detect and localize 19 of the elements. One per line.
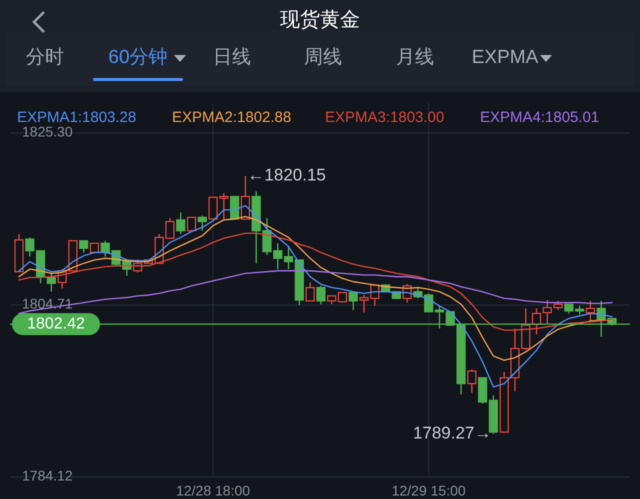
text: EXPMA [472,47,539,68]
text: EXPMA3:1803.00 [325,108,444,126]
y-tick-label: 1825.30 [22,124,73,140]
text: EXPMA1:1803.28 [17,108,136,126]
x-tick-label: 12/29 15:00 [392,482,466,499]
text: 周线 [304,47,342,68]
text: EXPMA2:1802.88 [172,108,292,126]
annotation: 1789.27→ [412,423,492,442]
annotation: ←1820.15 [247,166,326,185]
text: 日线 [213,47,251,68]
text: 月线 [396,47,434,68]
text: EXPMA4:1805.01 [480,108,600,126]
text: 分时 [26,47,64,68]
y-tick-label: 1784.12 [22,468,73,484]
y-tick-label: 1804.71 [22,296,73,312]
x-tick-label: 12/28 18:00 [176,482,250,499]
text: 60分钟 [108,47,168,68]
ref-line-label: 1802.42 [27,315,86,332]
chart-title: 现货黄金 [280,9,360,31]
